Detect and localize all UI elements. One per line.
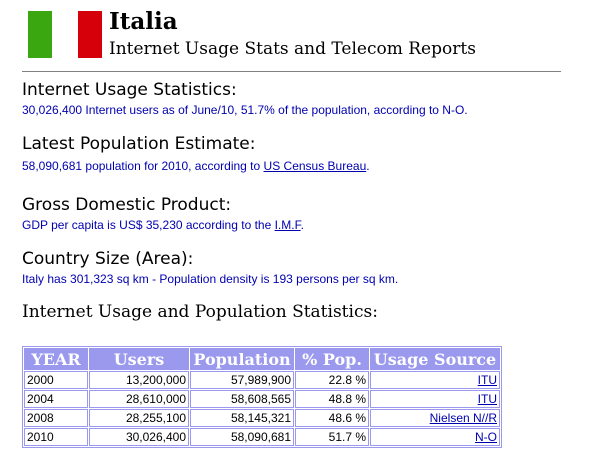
page-subtitle: Internet Usage Stats and Telecom Reports: [109, 39, 476, 59]
source-link[interactable]: ITU: [477, 373, 497, 387]
italy-flag: [28, 11, 102, 58]
internet-usage-heading: Internet Usage Statistics:: [22, 80, 237, 100]
country-size-heading: Country Size (Area):: [22, 249, 194, 269]
source-cell: Nielsen N//R: [370, 409, 500, 427]
users-cell: 13,200,000: [89, 371, 189, 389]
col-users-header: Users: [89, 348, 189, 370]
pct-cell: 48.6 %: [295, 409, 369, 427]
users-cell: 28,610,000: [89, 390, 189, 408]
year-cell: 2004: [24, 390, 88, 408]
gdp-text-before: GDP per capita is US$ 35,230 according t…: [22, 218, 275, 232]
source-cell: N-O: [370, 428, 500, 446]
table-row: 2010 30,026,400 58,090,681 51.7 % N-O: [24, 428, 500, 446]
country-size-text: Italy has 301,323 sq km - Population den…: [22, 272, 399, 286]
source-link[interactable]: N-O: [475, 430, 497, 444]
flag-red-stripe: [78, 11, 102, 58]
pct-cell: 51.7 %: [295, 428, 369, 446]
flag-green-stripe: [28, 11, 52, 58]
pct-cell: 48.8 %: [295, 390, 369, 408]
internet-usage-text: 30,026,400 Internet users as of June/10,…: [22, 103, 468, 117]
source-cell: ITU: [370, 390, 500, 408]
year-cell: 2000: [24, 371, 88, 389]
table-row: 2004 28,610,000 58,608,565 48.8 % ITU: [24, 390, 500, 408]
population-cell: 57,989,900: [190, 371, 294, 389]
year-cell: 2010: [24, 428, 88, 446]
col-population-header: Population: [190, 348, 294, 370]
us-census-link[interactable]: US Census Bureau: [263, 159, 367, 173]
col-pct-header: % Pop.: [295, 348, 369, 370]
population-cell: 58,145,321: [190, 409, 294, 427]
table-row: 2008 28,255,100 58,145,321 48.6 % Nielse…: [24, 409, 500, 427]
population-cell: 58,608,565: [190, 390, 294, 408]
table-row: 2000 13,200,000 57,989,900 22.8 % ITU: [24, 371, 500, 389]
gdp-text: GDP per capita is US$ 35,230 according t…: [22, 218, 304, 232]
usage-stats-table: YEAR Users Population % Pop. Usage Sourc…: [22, 346, 502, 448]
table-header-row: YEAR Users Population % Pop. Usage Sourc…: [24, 348, 500, 370]
population-cell: 58,090,681: [190, 428, 294, 446]
source-link[interactable]: ITU: [477, 392, 497, 406]
pct-cell: 22.8 %: [295, 371, 369, 389]
population-text-before: 58,090,681 population for 2010, accordin…: [22, 159, 264, 173]
users-cell: 30,026,400: [89, 428, 189, 446]
imf-link[interactable]: I.M.F: [274, 218, 301, 232]
gdp-text-after: .: [300, 218, 304, 232]
header-divider: [22, 71, 561, 72]
country-title: Italia: [109, 8, 178, 35]
population-text: 58,090,681 population for 2010, accordin…: [22, 159, 370, 173]
users-cell: 28,255,100: [89, 409, 189, 427]
source-cell: ITU: [370, 371, 500, 389]
col-year-header: YEAR: [24, 348, 88, 370]
source-link[interactable]: Nielsen N//R: [429, 411, 497, 425]
col-source-header: Usage Source: [370, 348, 500, 370]
population-heading: Latest Population Estimate:: [22, 134, 256, 154]
stats-table-heading: Internet Usage and Population Statistics…: [22, 302, 378, 322]
gdp-heading: Gross Domestic Product:: [22, 195, 232, 215]
population-text-after: .: [366, 159, 370, 173]
year-cell: 2008: [24, 409, 88, 427]
